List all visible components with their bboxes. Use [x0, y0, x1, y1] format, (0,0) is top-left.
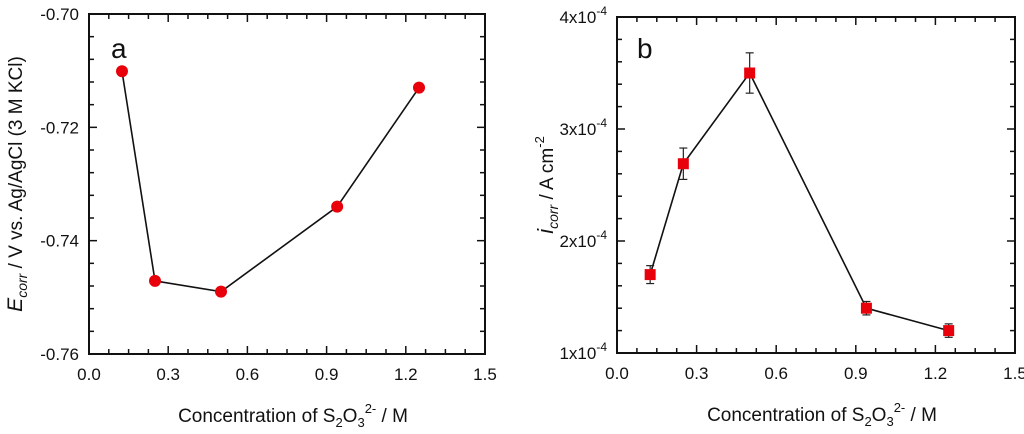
- data-point: [413, 81, 425, 94]
- series-line: [649, 71, 949, 332]
- x-tick-label: 0.0: [605, 364, 629, 383]
- y-tick-label-exponent: -4: [596, 228, 607, 242]
- x-tick-label: 1.2: [924, 364, 948, 383]
- x-tick-label: 1.5: [473, 365, 497, 384]
- panel-a-y-axis-label: Ecorr / V vs. Ag/AgCl (3 M KCl): [4, 56, 30, 312]
- panel-b-series: [644, 52, 955, 338]
- data-point: [331, 200, 344, 213]
- data-point: [215, 285, 227, 298]
- x-tick-label: 0.0: [77, 365, 101, 384]
- y-tick-label-base: 2x10: [559, 232, 596, 251]
- y-tick-label-base: 4x10: [559, 8, 596, 27]
- x-tick-label: 0.9: [315, 365, 339, 384]
- panel-a-y-tick-labels: -0.76 -0.74 -0.72 -0.70: [40, 5, 79, 364]
- panel-b-x-axis-label: Concentration of S2O32- / M: [707, 400, 937, 429]
- y-tick-label-base: 1x10: [559, 344, 596, 363]
- series-line: [121, 71, 420, 293]
- x-tick-label: 0.6: [236, 365, 260, 384]
- x-tick-label: 0.3: [156, 365, 180, 384]
- data-point: [644, 269, 656, 281]
- y-tick-label-exponent: -4: [596, 340, 607, 354]
- y-tick-label: 2x10-4: [559, 228, 607, 251]
- y-tick-label-exponent: -4: [596, 4, 607, 18]
- panel-a-label: a: [111, 33, 127, 64]
- x-tick-label: 1.5: [1003, 364, 1024, 383]
- x-tick-label: 0.3: [685, 364, 709, 383]
- panel-b-label: b: [637, 33, 653, 64]
- panel-a-ticks: [88, 13, 486, 355]
- panel-a-x-tick-labels: 0.0 0.3 0.6 0.9 1.2 1.5: [77, 365, 497, 384]
- panel-a-series: [116, 65, 425, 298]
- x-tick-label: 0.6: [764, 364, 788, 383]
- panel-a: a 0.0 0.3 0.6 0.9 1.2 1.5 -0.76-0.74-0.72-0.7…: [4, 5, 497, 430]
- data-point: [116, 65, 128, 78]
- x-tick-label: 0.9: [844, 364, 868, 383]
- panel-b-x-tick-labels: 0.0 0.3 0.6 0.9 1.2 1.5: [605, 364, 1024, 383]
- y-tick-label-base: 3x10: [559, 120, 596, 139]
- panel-b: b 0.0 0.3 0.6 0.9 1.2 1.5 1x10-42x10-43x10-44…: [532, 4, 1024, 429]
- y-tick-label: -0.70: [40, 5, 79, 24]
- y-tick-label: 3x10-4: [559, 116, 607, 139]
- data-point: [860, 302, 872, 314]
- y-tick-label: -0.74: [40, 232, 79, 251]
- data-point: [744, 67, 756, 79]
- y-tick-label: -0.76: [40, 345, 79, 364]
- data-point: [677, 158, 689, 170]
- y-tick-label: -0.72: [40, 118, 79, 137]
- panel-a-x-axis-label: Concentration of S2O32- / M: [178, 401, 408, 430]
- x-tick-label: 1.2: [394, 365, 418, 384]
- data-point: [943, 325, 955, 337]
- y-tick-label-exponent: -4: [596, 116, 607, 130]
- y-tick-label: 1x10-4: [559, 340, 607, 363]
- panel-b-y-axis-label: icorr / A cm-2: [532, 136, 561, 234]
- data-point: [149, 274, 161, 287]
- panel-a-plot-frame: [88, 13, 486, 355]
- panel-b-plot-frame: [616, 16, 1016, 354]
- y-tick-label: 4x10-4: [559, 4, 607, 27]
